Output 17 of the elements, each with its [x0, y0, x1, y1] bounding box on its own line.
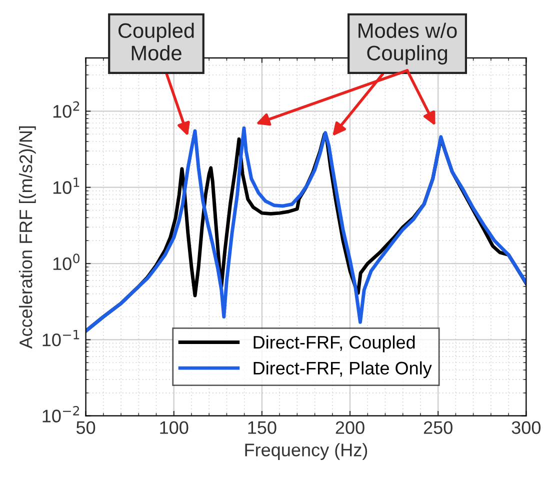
- x-tick-label: 300: [512, 421, 541, 434]
- x-tick-label: 100: [160, 421, 188, 434]
- annotation: Coupled Mode: [118, 22, 194, 60]
- y-tick-label: 10$^{−1}$: [42, 330, 80, 346]
- y-axis-title: Acceleration FRF [(m/s2)/N]: [19, 126, 36, 349]
- x-tick-label: 150: [248, 421, 276, 434]
- y-tick-label: 10$^{1}$: [53, 178, 80, 194]
- x-axis-title: Frequency (Hz): [245, 443, 368, 460]
- legend-label: Direct-FRF, Coupled: [254, 335, 415, 352]
- y-tick-label: 10$^{0}$: [53, 254, 80, 270]
- annotation: Modes w/o Coupling: [358, 22, 457, 65]
- x-tick-label: 50: [76, 421, 96, 434]
- legend-label: Direct-FRF, Plate Only: [254, 361, 432, 378]
- y-tick-label: 10$^{2}$: [53, 101, 80, 118]
- y-tick-label: 10$^{−2}$: [42, 406, 80, 422]
- x-tick-label: 200: [336, 421, 364, 434]
- x-tick-label: 250: [424, 421, 452, 434]
